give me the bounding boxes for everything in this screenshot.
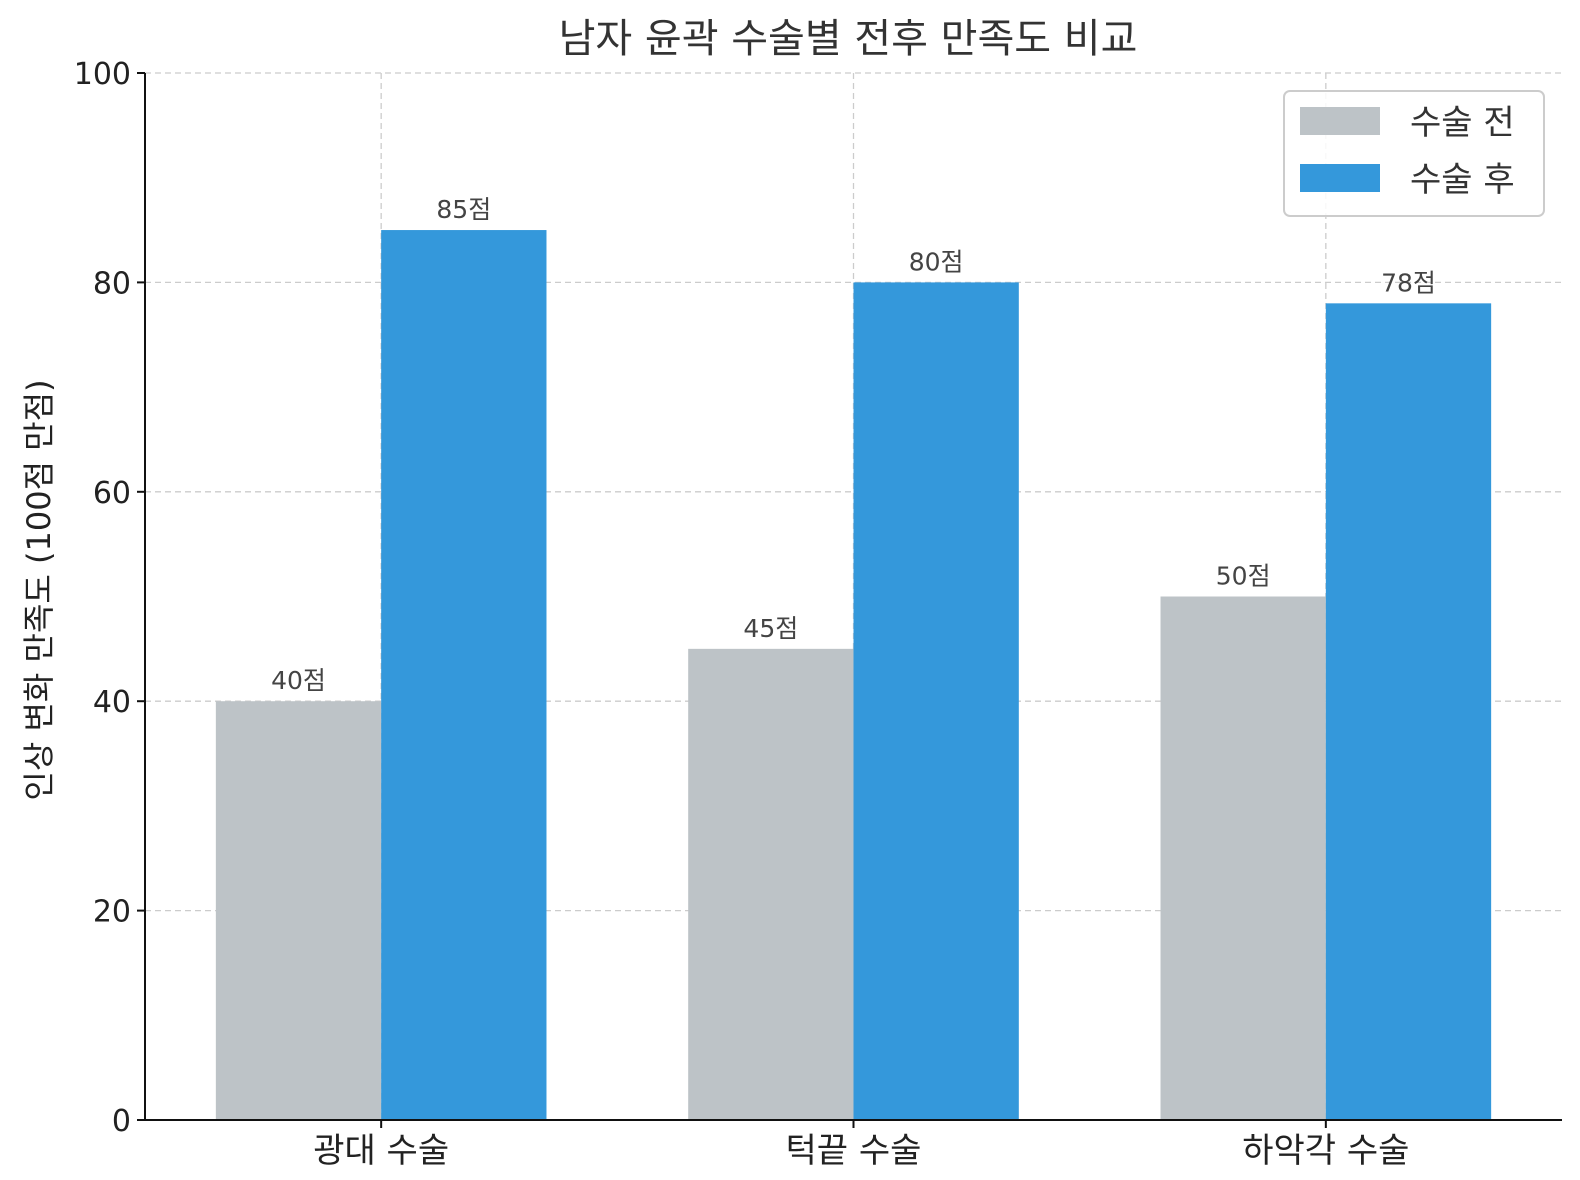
chart-title: 남자 윤곽 수술별 전후 만족도 비교 bbox=[559, 16, 1138, 62]
x-tick-label: 턱끝 수술 bbox=[786, 1131, 922, 1171]
y-tick-label: 40 bbox=[93, 685, 131, 720]
bar bbox=[688, 648, 854, 1120]
y-tick-label: 0 bbox=[112, 1104, 131, 1139]
bars bbox=[215, 230, 1492, 1121]
data-label: 80점 bbox=[909, 247, 964, 276]
y-tick-label: 80 bbox=[93, 266, 131, 301]
data-label: 78점 bbox=[1381, 268, 1436, 297]
data-labels: 40점 45점 50점 85점 80점 78점 bbox=[271, 195, 1436, 695]
bar bbox=[381, 230, 547, 1121]
legend: 수술 전 수술 후 bbox=[1283, 90, 1545, 217]
x-tick-label: 광대 수술 bbox=[313, 1131, 449, 1171]
bar bbox=[1160, 596, 1326, 1120]
y-tick-label: 20 bbox=[93, 895, 131, 930]
y-ticks: 0 20 40 60 80 100 bbox=[74, 57, 145, 1139]
legend-label-after: 수술 후 bbox=[1410, 160, 1515, 200]
y-tick-label: 100 bbox=[74, 57, 131, 92]
bar bbox=[853, 282, 1019, 1120]
data-label: 50점 bbox=[1216, 562, 1271, 591]
data-label: 40점 bbox=[271, 666, 326, 695]
legend-swatch-before bbox=[1300, 107, 1380, 135]
data-label: 45점 bbox=[743, 614, 798, 643]
y-tick-label: 60 bbox=[93, 476, 131, 511]
x-ticks: 광대 수술 턱끝 수술 하악각 수술 bbox=[313, 1120, 1409, 1171]
legend-label-before: 수술 전 bbox=[1410, 103, 1515, 143]
bar bbox=[215, 701, 382, 1120]
data-label: 85점 bbox=[436, 195, 491, 224]
bar bbox=[1325, 303, 1492, 1121]
x-tick-label: 하악각 수술 bbox=[1242, 1131, 1409, 1171]
legend-swatch-after bbox=[1300, 164, 1380, 192]
y-axis-label: 인상 변화 만족도 (100점 만점) bbox=[20, 379, 58, 800]
